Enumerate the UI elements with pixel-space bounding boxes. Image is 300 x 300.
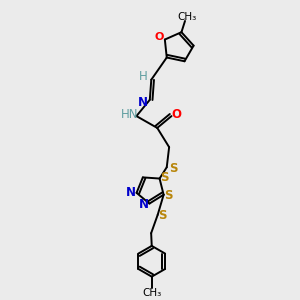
Text: S: S (169, 162, 178, 175)
Text: O: O (155, 32, 164, 42)
Text: S: S (160, 171, 169, 184)
Text: S: S (158, 209, 167, 222)
Text: N: N (139, 198, 148, 211)
Text: CH₃: CH₃ (177, 11, 196, 22)
Text: N: N (126, 186, 136, 199)
Text: H: H (139, 70, 147, 83)
Text: HN: HN (121, 108, 139, 121)
Text: S: S (164, 189, 172, 203)
Text: CH₃: CH₃ (142, 288, 161, 298)
Text: O: O (172, 108, 182, 121)
Text: N: N (138, 96, 148, 109)
